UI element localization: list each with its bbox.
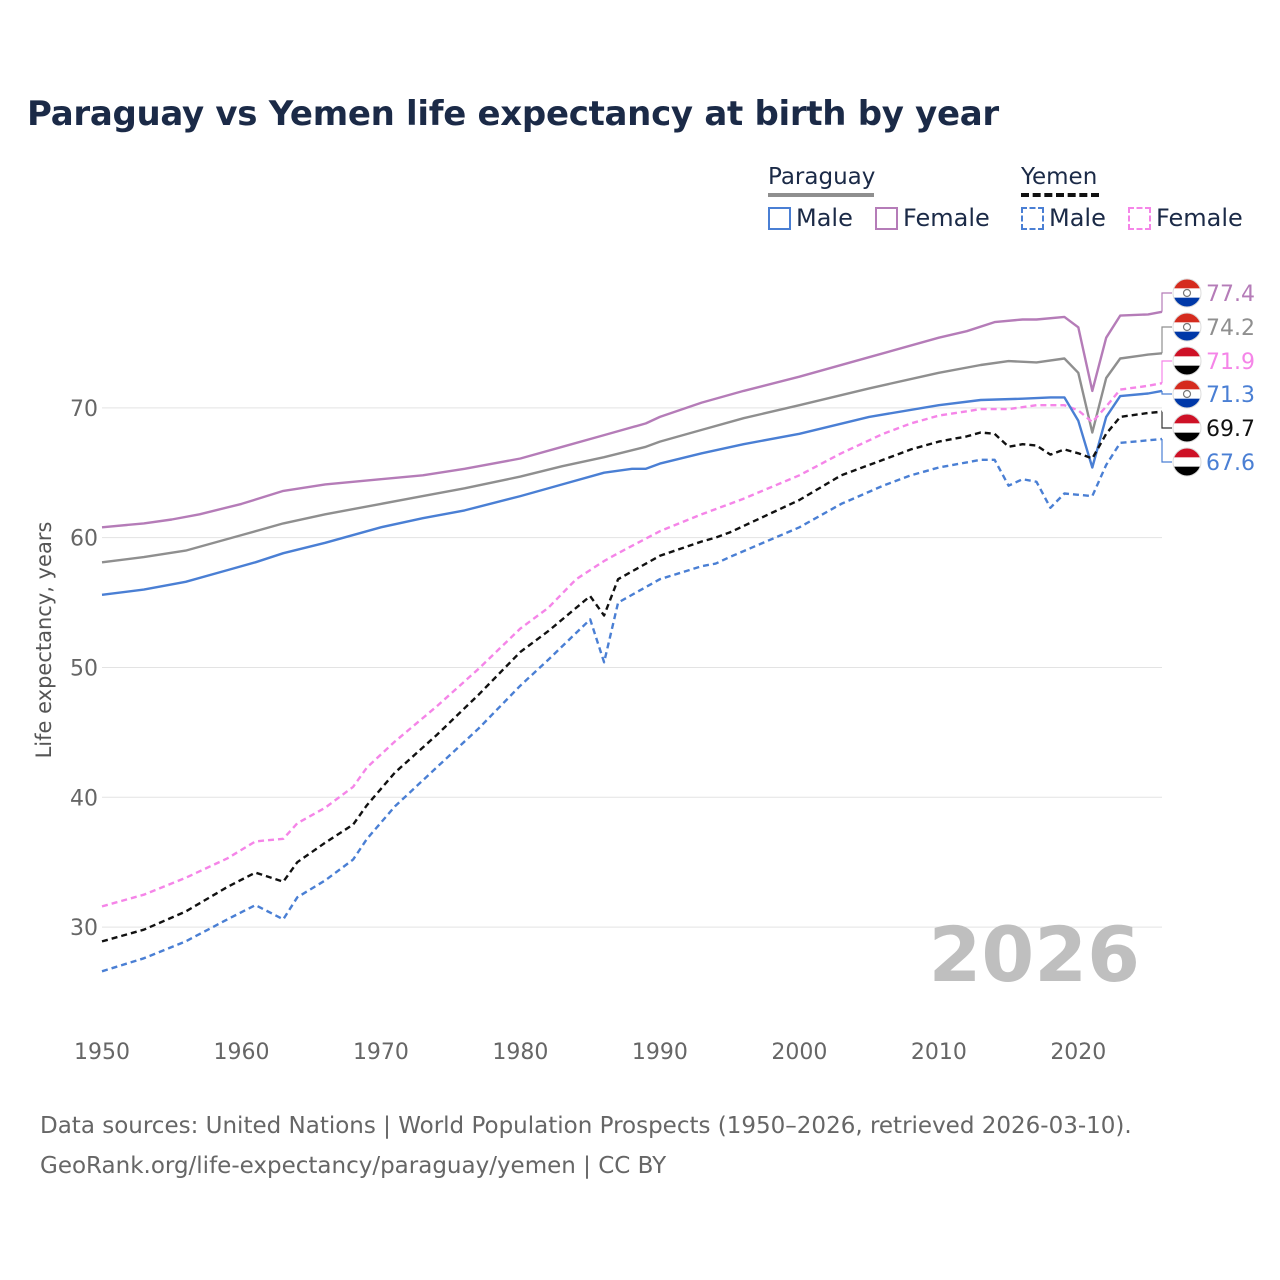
leader-line (1161, 438, 1172, 463)
footer-sources: Data sources: United Nations | World Pop… (40, 1113, 1132, 1139)
x-tick-label: 2010 (911, 1040, 967, 1065)
legend-group-name: Yemen (1021, 164, 1098, 190)
series-line-yemen-male (101, 437, 1163, 973)
flag-outline (1172, 278, 1202, 308)
x-tick-label: 1980 (492, 1040, 548, 1065)
end-value-label: 69.7 (1206, 417, 1255, 442)
legend-entry-yemen-male[interactable]: Male (1021, 204, 1106, 232)
yemen-flag-icon (1173, 347, 1201, 375)
end-value-label: 74.2 (1206, 316, 1255, 341)
legend-label: Female (1156, 204, 1243, 232)
legend-swatch-female (1128, 206, 1151, 230)
legend-swatch-male (1021, 206, 1044, 230)
flag-outline (1172, 312, 1202, 342)
series-line-paraguay-total (101, 352, 1163, 564)
flag-outline (1172, 346, 1202, 376)
legend-group-yemen[interactable]: Yemen Male Female (1021, 162, 1243, 232)
flag-outline (1172, 447, 1202, 477)
series-line-paraguay-male (101, 389, 1163, 596)
yemen-flag-icon (1173, 448, 1201, 476)
end-value-label: 77.4 (1206, 282, 1255, 307)
y-tick-label: 70 (70, 397, 98, 422)
y-tick-label: 40 (70, 786, 98, 811)
legend-group-line (1021, 193, 1099, 197)
legend-entry-yemen-female[interactable]: Female (1128, 204, 1243, 232)
legend-entry-paraguay-female[interactable]: Female (875, 204, 990, 232)
x-tick-label: 2020 (1050, 1040, 1106, 1065)
paraguay-flag-icon (1173, 380, 1201, 408)
x-tick-label: 1960 (213, 1040, 269, 1065)
legend-label: Male (1049, 204, 1106, 232)
leader-line (1161, 292, 1172, 312)
end-value-label: 71.3 (1206, 383, 1255, 408)
series-line-paraguay-female (101, 310, 1163, 529)
leader-line (1161, 411, 1172, 429)
x-tick-label: 1950 (74, 1040, 130, 1065)
flag-outline (1172, 379, 1202, 409)
chart-title: Paraguay vs Yemen life expectancy at bir… (27, 94, 999, 134)
y-tick-label: 60 (70, 527, 98, 552)
paraguay-flag-icon (1173, 313, 1201, 341)
yemen-flag-icon (1173, 414, 1201, 442)
x-tick-label: 2000 (771, 1040, 827, 1065)
footer-url: GeoRank.org/life-expectancy/paraguay/yem… (40, 1153, 667, 1179)
legend-swatch-male (768, 206, 791, 230)
end-value-label: 67.6 (1206, 451, 1255, 476)
paraguay-flag-icon (1173, 279, 1201, 307)
leader-line (1161, 360, 1172, 384)
footer: Data sources: United Nations | World Pop… (40, 1106, 1132, 1186)
x-tick-label: 1990 (632, 1040, 688, 1065)
current-year-watermark: 2026 (928, 910, 1140, 999)
y-tick-label: 50 (70, 656, 98, 681)
end-value-label: 71.9 (1206, 350, 1255, 375)
legend-swatch-female (875, 206, 898, 230)
legend-group-name: Paraguay (768, 164, 876, 190)
legend-entry-paraguay-male[interactable]: Male (768, 204, 853, 232)
legend-group-paraguay[interactable]: Paraguay Male Female (768, 162, 990, 232)
legend-group-line (768, 193, 874, 197)
leader-line (1161, 326, 1172, 354)
x-tick-label: 1970 (353, 1040, 409, 1065)
leader-line (1161, 390, 1172, 395)
legend-label: Female (903, 204, 990, 232)
y-tick-label: 30 (70, 916, 98, 941)
flag-outline (1172, 413, 1202, 443)
series-line-yemen-total (101, 410, 1163, 943)
legend-label: Male (796, 204, 853, 232)
series-line-yemen-female (101, 382, 1163, 908)
